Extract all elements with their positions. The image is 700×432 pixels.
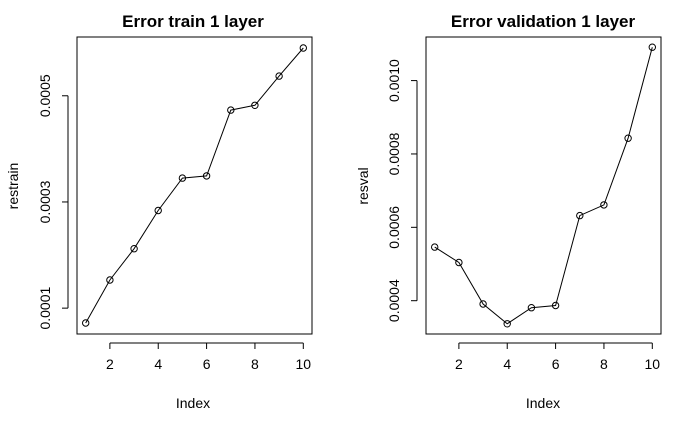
y-axis-label: restrain bbox=[5, 163, 21, 210]
y-tick-label: 0.0008 bbox=[386, 132, 402, 175]
data-point bbox=[251, 101, 259, 110]
data-point bbox=[227, 106, 235, 114]
data-point bbox=[299, 44, 307, 52]
y-tick-label: 0.0001 bbox=[37, 287, 53, 330]
data-point bbox=[455, 258, 463, 267]
chart-title: Error train 1 layer bbox=[122, 12, 264, 31]
y-axis-label: resval bbox=[355, 167, 371, 204]
y-axis: 0.0004 0.0006 0.0008 0.0010 bbox=[386, 59, 418, 322]
x-tick-label: 6 bbox=[552, 356, 560, 372]
y-axis: 0.0001 0.0003 0.0005 bbox=[37, 74, 69, 330]
plot-frame bbox=[76, 36, 313, 335]
x-axis: 2 4 6 8 10 bbox=[455, 342, 661, 372]
x-tick-label: 2 bbox=[106, 356, 114, 372]
data-point bbox=[551, 301, 560, 310]
data-point bbox=[82, 319, 90, 327]
chart-train: Error train 1 layer Index restrain 2 4 6 8 1… bbox=[5, 12, 313, 411]
x-tick-label: 6 bbox=[203, 356, 211, 372]
plot-area bbox=[82, 44, 307, 327]
y-tick-label: 0.0003 bbox=[37, 180, 53, 223]
data-point bbox=[154, 206, 162, 215]
data-point bbox=[527, 304, 536, 312]
y-tick-label: 0.0006 bbox=[386, 206, 402, 249]
data-point bbox=[503, 320, 511, 328]
y-tick-label: 0.0004 bbox=[386, 279, 402, 322]
x-tick-label: 10 bbox=[645, 356, 661, 372]
data-point bbox=[600, 201, 608, 209]
chart-validation: Error validation 1 layer Index resval 2 4… bbox=[355, 12, 662, 411]
x-axis: 2 4 6 8 10 bbox=[106, 342, 312, 372]
data-point bbox=[624, 134, 632, 142]
data-point bbox=[202, 172, 211, 180]
series-line bbox=[85, 47, 304, 324]
x-tick-label: 8 bbox=[600, 356, 608, 372]
data-point bbox=[479, 300, 487, 308]
series-line bbox=[434, 47, 653, 325]
data-point bbox=[106, 276, 114, 284]
data-point bbox=[178, 174, 187, 182]
chart-title: Error validation 1 layer bbox=[451, 12, 636, 31]
x-axis-label: Index bbox=[526, 395, 560, 411]
data-point bbox=[130, 245, 138, 253]
y-tick-label: 0.0005 bbox=[37, 74, 53, 117]
data-point bbox=[431, 243, 439, 251]
x-tick-label: 8 bbox=[251, 356, 259, 372]
plot-area bbox=[431, 43, 656, 328]
x-tick-label: 2 bbox=[455, 356, 463, 372]
plot-frame bbox=[425, 36, 662, 335]
x-tick-label: 4 bbox=[154, 356, 162, 372]
x-axis-label: Index bbox=[176, 395, 210, 411]
data-point bbox=[576, 211, 584, 220]
x-tick-label: 4 bbox=[503, 356, 511, 372]
data-point bbox=[275, 72, 283, 80]
x-tick-label: 10 bbox=[296, 356, 312, 372]
y-tick-label: 0.0010 bbox=[386, 59, 402, 102]
data-point bbox=[648, 43, 656, 51]
